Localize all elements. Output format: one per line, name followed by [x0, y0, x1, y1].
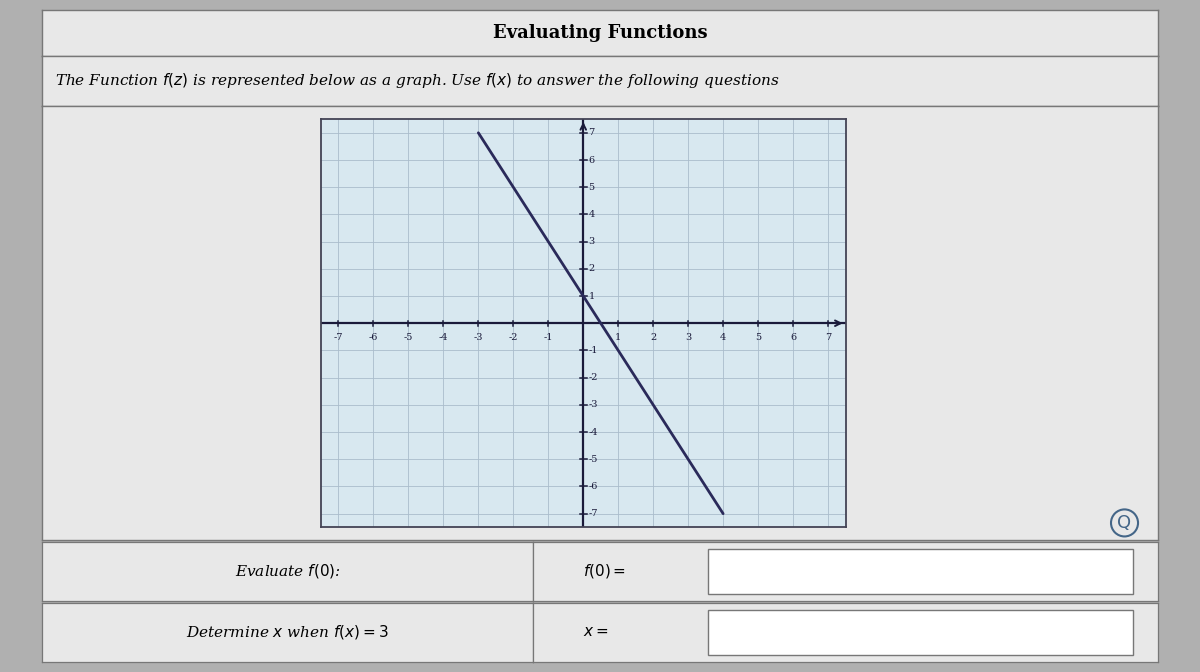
Text: 3: 3: [685, 333, 691, 342]
Text: Determine $\mathit{x}$ when $f(\mathit{x}) = 3$: Determine $\mathit{x}$ when $f(\mathit{x…: [186, 624, 389, 641]
Text: -2: -2: [509, 333, 518, 342]
Text: -2: -2: [588, 373, 598, 382]
Text: 3: 3: [588, 237, 595, 246]
Text: Q: Q: [1117, 514, 1132, 532]
Text: -7: -7: [588, 509, 598, 518]
Text: -3: -3: [474, 333, 484, 342]
Text: 5: 5: [588, 183, 595, 192]
FancyBboxPatch shape: [708, 549, 1133, 593]
Text: 2: 2: [650, 333, 656, 342]
Text: 1: 1: [616, 333, 622, 342]
Text: -5: -5: [403, 333, 413, 342]
Text: 7: 7: [588, 128, 595, 137]
Text: 6: 6: [588, 155, 595, 165]
Text: 6: 6: [790, 333, 796, 342]
Text: -7: -7: [334, 333, 343, 342]
Text: 1: 1: [588, 292, 595, 300]
Text: $f(0) =$: $f(0) =$: [583, 562, 626, 580]
Text: -3: -3: [588, 401, 598, 409]
Text: $\mathit{x} =$: $\mathit{x} =$: [583, 626, 608, 639]
Text: -6: -6: [368, 333, 378, 342]
Text: Evaluate $f(0)$:: Evaluate $f(0)$:: [234, 562, 341, 580]
Text: 2: 2: [588, 264, 595, 274]
Text: 4: 4: [588, 210, 595, 219]
Text: -1: -1: [544, 333, 553, 342]
Text: 7: 7: [824, 333, 832, 342]
Text: The Function $f(\mathit{z})$ is represented below as a graph. Use $f(\mathit{x}): The Function $f(\mathit{z})$ is represen…: [55, 71, 780, 91]
FancyBboxPatch shape: [708, 610, 1133, 655]
Text: -5: -5: [588, 455, 598, 464]
Text: -4: -4: [439, 333, 448, 342]
Text: 4: 4: [720, 333, 726, 342]
Text: -4: -4: [588, 427, 598, 437]
Text: Evaluating Functions: Evaluating Functions: [493, 24, 707, 42]
Text: -6: -6: [588, 482, 598, 491]
Text: 5: 5: [755, 333, 761, 342]
Text: -1: -1: [588, 346, 598, 355]
